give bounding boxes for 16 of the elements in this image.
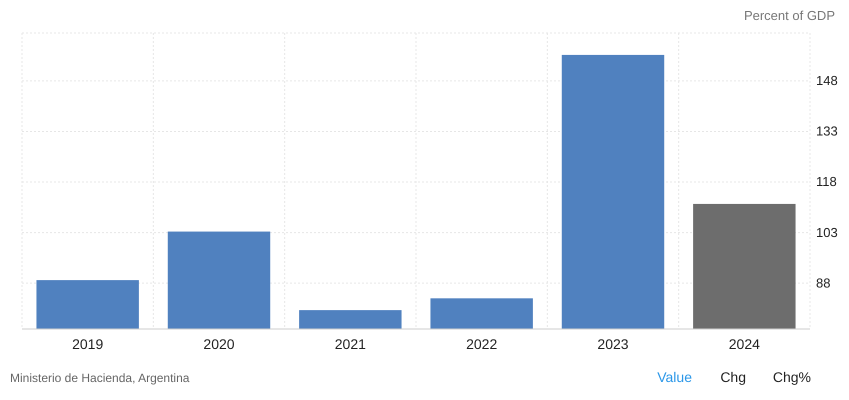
y-tick-label: 118 xyxy=(816,174,837,190)
text: Chg xyxy=(720,369,746,385)
text: Chg% xyxy=(772,369,811,385)
x-tick-label: 2022 xyxy=(466,336,498,352)
x-tick-label: 2019 xyxy=(72,336,104,352)
y-axis-title: Percent of GDP xyxy=(744,8,835,23)
y-tick-label: 88 xyxy=(816,275,830,290)
x-tick-label: 2020 xyxy=(203,336,235,352)
y-tick-label: 103 xyxy=(816,224,838,240)
y-tick-label: 148 xyxy=(816,73,838,88)
text: Ministerio de Hacienda, Argentina xyxy=(10,371,190,385)
y-tick-label: 133 xyxy=(816,124,838,139)
text: Value xyxy=(657,369,692,385)
x-tick-label: 2021 xyxy=(334,336,366,352)
x-tick-label: 2024 xyxy=(728,336,760,352)
x-tick-label: 2023 xyxy=(597,336,629,352)
